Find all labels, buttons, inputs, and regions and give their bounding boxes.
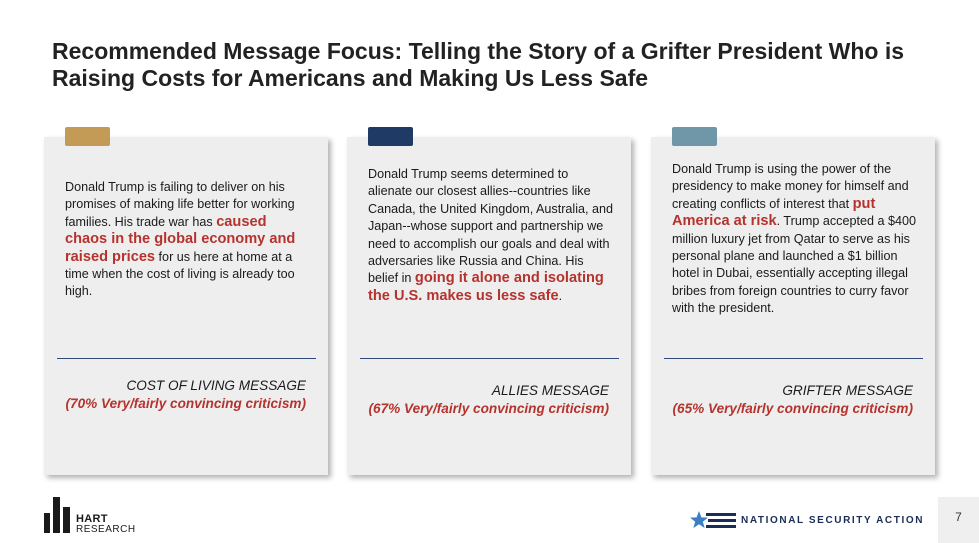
card-message-label: GRIFTER MESSAGE (65% Very/fairly convinc…: [653, 382, 914, 418]
card-text-part2: .: [558, 288, 563, 303]
card-accent-tab: [65, 127, 110, 146]
card-divider: [57, 358, 316, 359]
national-security-action-logo: NATIONAL SECURITY ACTION: [690, 510, 930, 532]
slide-title: Recommended Message Focus: Telling the S…: [52, 38, 905, 91]
page-number: 7: [938, 497, 979, 543]
message-convincing-pct: (65% Very/fairly convincing criticism): [672, 401, 914, 416]
message-convincing-pct: (67% Very/fairly convincing criticism): [368, 401, 610, 416]
card-highlight-text: going it alone and isolating the U.S. ma…: [368, 270, 604, 304]
card-body-text: Donald Trump is using the power of the p…: [672, 161, 918, 318]
card-text-part1: Donald Trump is using the power of the p…: [672, 162, 909, 211]
message-card-allies: Donald Trump seems determined to alienat…: [347, 127, 631, 475]
message-name: GRIFTER MESSAGE: [782, 383, 913, 398]
message-convincing-pct: (70% Very/fairly convincing criticism): [65, 396, 307, 411]
hart-research-logo: HART RESEARCH: [44, 497, 154, 537]
card-divider: [360, 358, 619, 359]
star-flag-icon: [690, 511, 736, 528]
message-card-grifter: Donald Trump is using the power of the p…: [651, 127, 935, 475]
card-message-label: COST OF LIVING MESSAGE (70% Very/fairly …: [46, 377, 307, 413]
card-accent-tab: [368, 127, 413, 146]
hart-logo-line2: RESEARCH: [76, 524, 136, 535]
card-body-text: Donald Trump is failing to deliver on hi…: [65, 179, 311, 301]
card-divider: [664, 358, 923, 359]
card-text-part1: Donald Trump seems determined to alienat…: [368, 167, 614, 286]
card-text-part2: for us here at home at a time when the c…: [65, 249, 295, 299]
hart-logo-line1: HART: [76, 513, 108, 525]
message-name: ALLIES MESSAGE: [491, 383, 609, 398]
card-accent-tab: [672, 127, 717, 146]
bar-chart-icon: [44, 497, 70, 533]
card-body-text: Donald Trump seems determined to alienat…: [368, 166, 614, 305]
card-text-part1: Donald Trump is failing to deliver on hi…: [65, 180, 295, 229]
card-highlight-text: put America at risk: [672, 195, 876, 230]
message-name: COST OF LIVING MESSAGE: [126, 378, 306, 393]
card-text-part2: . Trump accepted a $400 million luxury j…: [672, 214, 916, 316]
message-card-cost-of-living: Donald Trump is failing to deliver on hi…: [44, 127, 328, 475]
card-highlight-text: caused chaos in the global economy and r…: [65, 213, 296, 265]
card-message-label: ALLIES MESSAGE (67% Very/fairly convinci…: [349, 382, 610, 418]
nsa-logo-text: NATIONAL SECURITY ACTION: [741, 515, 925, 526]
